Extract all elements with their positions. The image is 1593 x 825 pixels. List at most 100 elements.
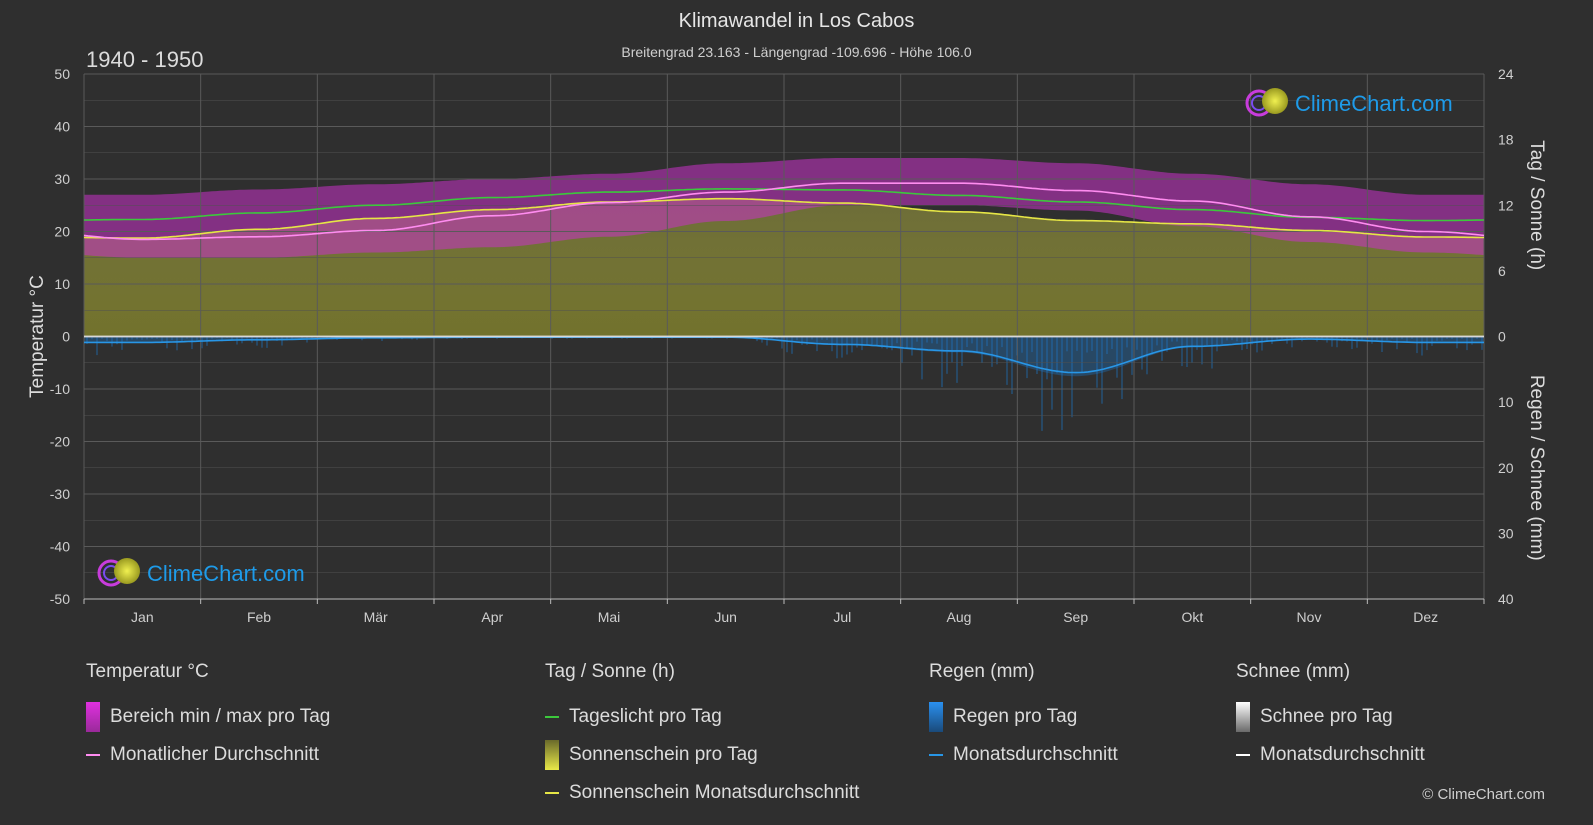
rain-day-bar	[826, 336, 828, 340]
rain-day-bar	[806, 336, 808, 345]
rain-day-bar	[1356, 336, 1358, 348]
legend-rain-avg-label: Monatsdurchschnitt	[953, 744, 1118, 765]
x-tick-label: Jun	[714, 609, 737, 625]
rain-day-bar	[841, 336, 843, 358]
rain-day-bar	[1321, 336, 1323, 340]
rain-day-bar	[1281, 336, 1283, 340]
x-tick-label: Apr	[481, 609, 503, 625]
x-tick-label: Mai	[598, 609, 621, 625]
legend-sun-title: Tag / Sonne (h)	[545, 661, 675, 682]
legend-temp-avg: Monatlicher Durchschnitt	[86, 736, 330, 774]
legend-snow-avg-label: Monatsdurchschnitt	[1260, 744, 1425, 765]
rain-day-bar	[786, 336, 788, 353]
legend-sun: Tag / Sonne (h) Tageslicht pro Tag Sonne…	[545, 660, 859, 812]
rain-day-bar	[956, 336, 958, 383]
rain-day-bar	[976, 336, 978, 353]
rain-day-bar	[1276, 336, 1278, 340]
rain-day-bar	[141, 336, 143, 340]
rain-day-bar	[896, 336, 898, 344]
rain-day-bar	[151, 336, 153, 339]
legend-sunshine-avg: Sonnenschein Monatsdurchschnitt	[545, 774, 859, 812]
rain-day-bar	[771, 336, 773, 339]
x-tick-label: Jan	[131, 609, 154, 625]
legend-daylight-label: Tageslicht pro Tag	[569, 706, 722, 727]
sunshine-avg-line	[83, 197, 1484, 239]
rain-day-bar	[281, 336, 283, 346]
y-tick-label: 50	[54, 66, 70, 82]
rain-day-bar	[1041, 336, 1043, 431]
x-tick-label: Jul	[833, 609, 851, 625]
rain-day-bar	[1011, 336, 1013, 394]
legend-rain-per-day-label: Regen pro Tag	[953, 706, 1078, 727]
rain-avg-line-icon	[929, 754, 943, 756]
rain-day-bar	[1361, 336, 1363, 341]
rain-day-bar	[161, 336, 163, 343]
rain-day-bar	[1431, 336, 1433, 346]
rain-day-bar	[261, 336, 263, 348]
rain-day-bar	[286, 336, 288, 341]
legend-rain-avg: Monatsdurchschnitt	[929, 736, 1118, 774]
rain-day-bar	[991, 336, 993, 367]
logo-bottom-left: ClimeChart.com	[97, 558, 305, 587]
rain-day-bar	[211, 336, 213, 339]
rain-day-bar	[1081, 336, 1083, 373]
rain-day-bar	[1151, 336, 1153, 355]
y2-tick-label: 12	[1498, 197, 1514, 213]
rain-day-bar	[381, 336, 383, 341]
rain-day-bar	[91, 336, 93, 340]
rain-day-bar	[196, 336, 198, 340]
rain-day-bar	[1221, 336, 1223, 344]
rain-day-bar	[1126, 336, 1128, 348]
sunshine-swatch-icon	[545, 740, 559, 770]
rain-day-bar	[1106, 336, 1108, 354]
rain-day-bar	[1181, 336, 1183, 367]
y3-axis-title: Regen / Schnee (mm)	[1526, 375, 1547, 561]
rain-day-bar	[1116, 336, 1118, 378]
copyright: © ClimeChart.com	[1422, 786, 1545, 803]
rain-day-bar	[186, 336, 188, 339]
rain-day-bar	[911, 336, 913, 356]
rain-day-bar	[981, 336, 983, 363]
y2-tick-label: 0	[1498, 329, 1506, 345]
y-tick-label: -50	[50, 591, 70, 607]
rain-day-bar	[1231, 336, 1233, 341]
rain-day-bar	[801, 336, 803, 345]
logo-text: ClimeChart.com	[1295, 91, 1453, 116]
rain-day-bar	[291, 336, 293, 340]
rain-day-bar	[1006, 336, 1008, 385]
rain-day-bar	[1251, 336, 1253, 345]
x-tick-label: Okt	[1181, 609, 1203, 625]
rain-day-bar	[1261, 336, 1263, 351]
rain-day-bar	[1451, 336, 1453, 340]
rain-day-bar	[881, 336, 883, 349]
rain-day-bar	[1031, 336, 1033, 353]
rain-day-bar	[1071, 336, 1073, 418]
y3-tick-label: 30	[1498, 525, 1514, 541]
legend-snow-avg: Monatsdurchschnitt	[1236, 736, 1425, 774]
rain-day-bar	[1061, 336, 1063, 430]
rain-day-bar	[996, 336, 998, 365]
rain-day-bar	[156, 336, 158, 339]
x-tick-label: Dez	[1413, 609, 1438, 625]
rain-day-bar	[856, 336, 858, 348]
rain-day-bar	[871, 336, 873, 346]
legend-daylight: Tageslicht pro Tag	[545, 698, 859, 736]
rain-day-bar	[1461, 336, 1463, 339]
rain-day-bar	[96, 336, 98, 356]
rain-day-bar	[1086, 336, 1088, 353]
y-tick-label: 30	[54, 171, 70, 187]
rain-day-bar	[1336, 336, 1338, 348]
rain-day-bar	[966, 336, 968, 347]
range-swatch-icon	[86, 702, 100, 732]
rain-day-bar	[926, 336, 928, 343]
y-tick-label: 10	[54, 276, 70, 292]
rain-day-bar	[1471, 336, 1473, 345]
rain-day-bar	[1131, 336, 1133, 375]
rain-day-bar	[861, 336, 863, 351]
rain-day-bar	[256, 336, 258, 346]
rain-day-bar	[1421, 336, 1423, 356]
rain-day-bar	[1056, 336, 1058, 374]
y3-tick-label: 20	[1498, 460, 1514, 476]
legend-temp-range: Bereich min / max pro Tag	[86, 698, 330, 736]
rain-day-bar	[906, 336, 908, 349]
